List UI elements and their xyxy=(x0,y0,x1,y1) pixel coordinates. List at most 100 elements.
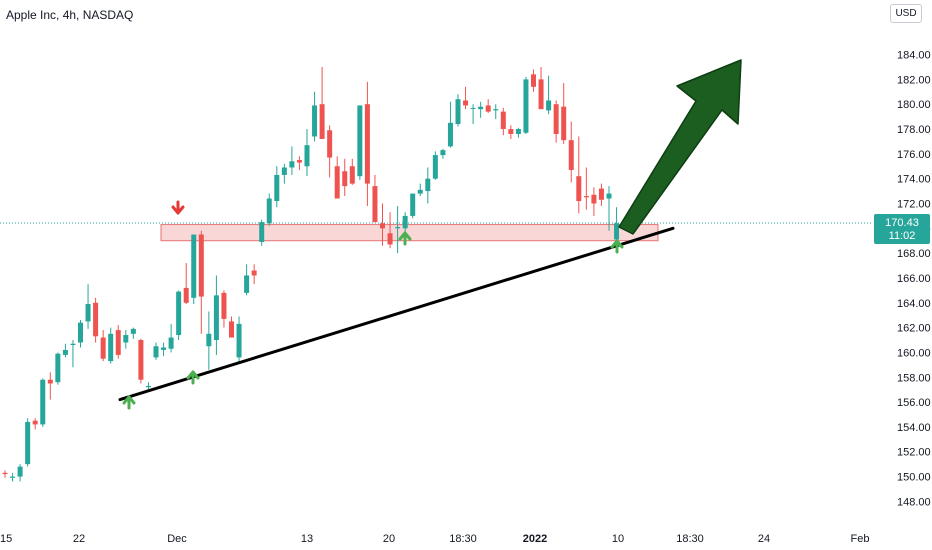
y-tick-label: 162.00 xyxy=(897,323,931,335)
candle-body xyxy=(583,196,589,198)
y-tick-label: 160.00 xyxy=(897,347,931,359)
candle-body xyxy=(387,233,393,245)
candle-body xyxy=(266,198,272,224)
y-tick-label: 148.00 xyxy=(897,496,931,508)
candle-body xyxy=(485,105,491,112)
x-tick-label: Feb xyxy=(851,533,870,545)
candle-body xyxy=(168,337,174,349)
candle-body xyxy=(259,222,265,242)
candle-body xyxy=(402,215,408,229)
candle-body xyxy=(380,223,385,229)
candle-body xyxy=(176,291,182,336)
candle-body xyxy=(508,129,514,134)
candle-body xyxy=(123,335,129,343)
candle-body xyxy=(410,193,416,216)
candle-body xyxy=(440,150,446,156)
candle-body xyxy=(470,107,476,109)
x-tick-label: 20 xyxy=(383,533,395,545)
candle-body xyxy=(100,337,106,359)
y-tick-label: 176.00 xyxy=(897,149,931,161)
x-tick-label: 10 xyxy=(612,533,624,545)
candle-body xyxy=(523,79,529,133)
candle-body xyxy=(236,323,242,358)
candle-body xyxy=(62,349,68,355)
candle-body xyxy=(334,166,340,199)
candle-body xyxy=(244,275,250,293)
y-tick-label: 174.00 xyxy=(897,174,931,186)
candle-body xyxy=(138,340,144,380)
candle-body xyxy=(2,472,8,475)
candle-body xyxy=(55,353,61,383)
candle-body xyxy=(47,379,53,384)
y-tick-label: 166.00 xyxy=(897,273,931,285)
target-arrow-shape[interactable] xyxy=(618,59,742,235)
candle-body xyxy=(213,295,219,341)
x-axis: 15 22 Dec 13 20 18:30 2022 10 18:30 24 Feb xyxy=(0,533,869,545)
candle-body xyxy=(251,270,257,276)
candle-body xyxy=(568,140,574,170)
candles xyxy=(2,66,620,482)
trendline-line[interactable] xyxy=(118,226,675,402)
candle-body xyxy=(553,104,559,134)
candle-body xyxy=(606,193,612,199)
candle-body xyxy=(274,174,280,202)
y-tick-label: 150.00 xyxy=(897,472,931,484)
candle-body xyxy=(417,189,423,194)
x-tick-label: 2022 xyxy=(523,533,547,545)
candle-body xyxy=(93,302,99,337)
y-tick-label: 184.00 xyxy=(897,50,931,62)
candle-body xyxy=(319,104,325,139)
y-tick-label: 182.00 xyxy=(897,74,931,86)
candle-body xyxy=(145,385,151,388)
target-arrow[interactable] xyxy=(618,59,742,235)
candle-body xyxy=(25,421,31,465)
candle-body xyxy=(115,330,121,355)
candle-body xyxy=(198,234,204,297)
candle-body xyxy=(312,105,318,137)
candle-body xyxy=(108,333,114,362)
rejection-down-arrow-icon xyxy=(171,200,185,215)
y-tick-label: 152.00 xyxy=(897,447,931,459)
y-tick-label: 168.00 xyxy=(897,248,931,260)
price-badge-value: 170.43 xyxy=(885,217,919,229)
candle-body xyxy=(357,105,363,177)
candle-body xyxy=(425,178,431,192)
y-tick-label: 156.00 xyxy=(897,397,931,409)
candle-body xyxy=(493,109,499,111)
candle-body xyxy=(40,379,46,425)
candle-body xyxy=(515,129,521,134)
candle-body xyxy=(432,155,438,179)
candle-body xyxy=(447,122,453,147)
candle-body xyxy=(478,106,484,110)
candle-body xyxy=(206,333,212,347)
candle-body xyxy=(342,171,348,187)
candle-body xyxy=(500,111,506,130)
candle-body xyxy=(591,194,597,204)
candle-body xyxy=(463,100,469,106)
y-tick-label: 178.00 xyxy=(897,124,931,136)
candle-body xyxy=(85,304,91,322)
y-tick-label: 180.00 xyxy=(897,99,931,111)
y-tick-label: 154.00 xyxy=(897,422,931,434)
price-badge: 170.43 11:02 xyxy=(874,213,930,244)
price-badge-countdown: 11:02 xyxy=(889,230,916,242)
candle-body xyxy=(281,167,287,175)
candle-body xyxy=(70,343,76,345)
y-tick-label: 158.00 xyxy=(897,372,931,384)
currency-selector[interactable]: USD xyxy=(890,4,922,23)
y-tick-label: 172.00 xyxy=(897,198,931,210)
trendline[interactable] xyxy=(118,226,675,402)
candle-body xyxy=(161,347,167,350)
candle-body xyxy=(395,227,401,229)
x-tick-label: 13 xyxy=(301,533,313,545)
candle-body xyxy=(191,234,197,298)
bounce-up-arrow-icon xyxy=(398,231,412,246)
candle-body xyxy=(598,188,604,200)
candle-body xyxy=(614,223,620,240)
candle-body xyxy=(10,476,16,478)
candle-body xyxy=(372,186,378,223)
x-tick-label: 18:30 xyxy=(449,533,477,545)
candle-body xyxy=(78,322,83,343)
y-axis: 148.00 150.00 152.00 154.00 156.00 158.00 160.… xyxy=(897,50,931,509)
